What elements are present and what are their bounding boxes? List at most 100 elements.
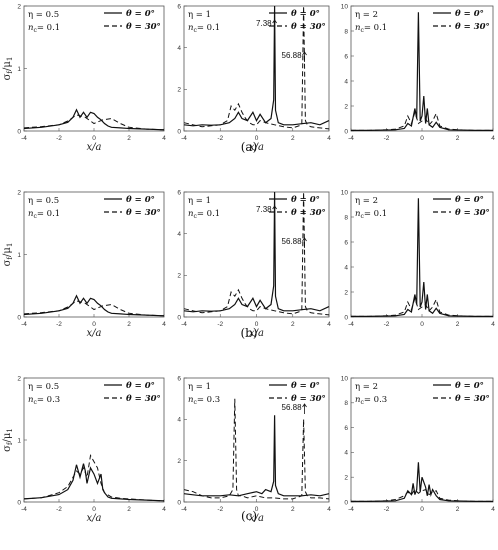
series-line-theta-30 [351, 110, 493, 131]
panel-c1: -4 -2 0 2 4 0 1 2 η = 0.5 nc= 0.3 θ = 0° θ = 30° x/a… [2, 375, 166, 524]
x-axis-label: x/a [87, 142, 102, 153]
peak-arrow [302, 403, 307, 414]
x-tick-label: 2 [291, 321, 295, 328]
legend-theta-30: θ = 30° [455, 208, 490, 218]
y-tick-label: 2 [344, 289, 348, 296]
nc-label: nc= 0.1 [355, 23, 387, 34]
x-tick-label: -4 [348, 135, 354, 142]
x-tick-label: 0 [420, 321, 424, 328]
legend-theta-0: θ = 0° [291, 381, 320, 391]
x-axis-label: x/a [249, 142, 264, 153]
x-axis-label: x/a [249, 328, 264, 339]
legend-theta-0: θ = 0° [291, 195, 320, 205]
x-tick-label: 0 [92, 135, 96, 142]
x-tick-label: -4 [181, 321, 187, 328]
y-tick-label: 6 [344, 53, 348, 60]
x-tick-label: -4 [21, 506, 27, 513]
peak-arrow [302, 51, 307, 62]
x-tick-label: 2 [291, 135, 295, 142]
y-tick-label: 10 [341, 189, 349, 196]
peak-arrow [302, 237, 307, 248]
x-tick-label: 0 [420, 135, 424, 142]
eta-label: η = 0.5 [28, 10, 59, 20]
x-tick-label: -2 [384, 135, 390, 142]
eta-label: η = 1 [188, 196, 211, 206]
panel-a1: -4 -2 0 2 4 0 1 2 η = 0.5 nc= 0.1 θ = 0° θ = 30° x/a… [2, 3, 166, 153]
y-tick-label: 8 [344, 400, 348, 407]
y-tick-label: 1 [17, 66, 21, 73]
x-tick-label: 4 [162, 135, 166, 142]
y-tick-label: 6 [177, 3, 181, 10]
panel-c2: -4 -2 0 2 4 0 2 4 6 η = 1 nc= 0.3 θ = 0° θ = 30°56.8… [177, 375, 331, 524]
y-tick-label: 6 [344, 425, 348, 432]
x-tick-label: -2 [384, 506, 390, 513]
x-tick-label: 0 [255, 506, 259, 513]
eta-label: η = 1 [188, 10, 211, 20]
y-tick-label: 2 [177, 87, 181, 94]
y-tick-label: 2 [344, 475, 348, 482]
x-tick-label: 4 [491, 321, 495, 328]
nc-label: nc= 0.1 [28, 23, 60, 34]
y-tick-label: 10 [341, 3, 349, 10]
x-tick-label: 0 [92, 321, 96, 328]
y-tick-label: 2 [17, 189, 21, 196]
series-line-theta-30 [23, 300, 165, 317]
row-label-a: (a) [241, 140, 258, 154]
nc-label: nc= 0.3 [355, 395, 387, 406]
series-line-theta-0 [23, 108, 165, 131]
peak-annotation: 56.88 [282, 237, 303, 246]
x-tick-label: -2 [56, 321, 62, 328]
x-tick-label: 4 [327, 321, 331, 328]
x-tick-label: 4 [327, 135, 331, 142]
y-tick-label: 0 [344, 314, 348, 321]
x-axis-label: x/a [87, 513, 102, 524]
x-tick-label: 2 [291, 506, 295, 513]
eta-label: η = 2 [355, 196, 378, 206]
x-tick-label: 0 [92, 506, 96, 513]
x-tick-label: 4 [491, 135, 495, 142]
x-axis-label: x/a [249, 513, 264, 524]
x-tick-label: 4 [491, 506, 495, 513]
y-tick-label: 10 [341, 375, 349, 382]
legend-theta-0: θ = 0° [126, 195, 155, 205]
y-axis-label: σf/μ1 [2, 57, 14, 81]
legend-theta-0: θ = 0° [291, 9, 320, 19]
series-line-theta-0 [183, 415, 330, 497]
y-tick-label: 0 [17, 499, 21, 506]
nc-label: nc= 0.1 [28, 209, 60, 220]
y-tick-label: 0 [17, 314, 21, 321]
series-line-theta-30 [183, 191, 330, 316]
eta-label: η = 2 [355, 382, 378, 392]
series-line-theta-30 [23, 454, 165, 502]
x-tick-label: 2 [127, 506, 131, 513]
nc-label: nc= 0.3 [188, 395, 220, 406]
y-tick-label: 2 [344, 103, 348, 110]
panel-a2: -4 -2 0 2 4 0 2 4 6 η = 1 nc= 0.1 θ = 0° θ = 30° 7.38… [177, 3, 331, 153]
panel-b2: -4 -2 0 2 4 0 2 4 6 η = 1 nc= 0.1 θ = 0° θ = 30° 7.38… [177, 189, 331, 339]
legend-theta-30: θ = 30° [291, 208, 326, 218]
y-axis-label: σf/μ1 [2, 428, 14, 452]
series-line-theta-0 [351, 462, 493, 502]
y-tick-label: 6 [344, 239, 348, 246]
legend-theta-30: θ = 30° [126, 394, 161, 404]
legend-theta-0: θ = 0° [126, 381, 155, 391]
eta-label: η = 2 [355, 10, 378, 20]
series-line-theta-30 [183, 5, 330, 130]
legend-theta-30: θ = 30° [126, 22, 161, 32]
y-tick-label: 4 [344, 450, 348, 457]
y-tick-label: 4 [344, 78, 348, 85]
y-tick-label: 2 [17, 375, 21, 382]
x-tick-label: -4 [181, 135, 187, 142]
series-line-theta-30 [23, 114, 165, 131]
y-tick-label: 2 [177, 273, 181, 280]
x-tick-label: 2 [127, 321, 131, 328]
y-tick-label: 2 [177, 458, 181, 465]
series-line-theta-30 [183, 398, 330, 500]
eta-label: η = 1 [188, 382, 211, 392]
y-tick-label: 4 [177, 417, 181, 424]
legend-theta-30: θ = 30° [455, 22, 490, 32]
panel-b1: -4 -2 0 2 4 0 1 2 η = 0.5 nc= 0.1 θ = 0° θ = 30° x/a… [2, 189, 166, 339]
nc-label: nc= 0.3 [28, 395, 60, 406]
series-line-theta-0 [351, 12, 493, 131]
